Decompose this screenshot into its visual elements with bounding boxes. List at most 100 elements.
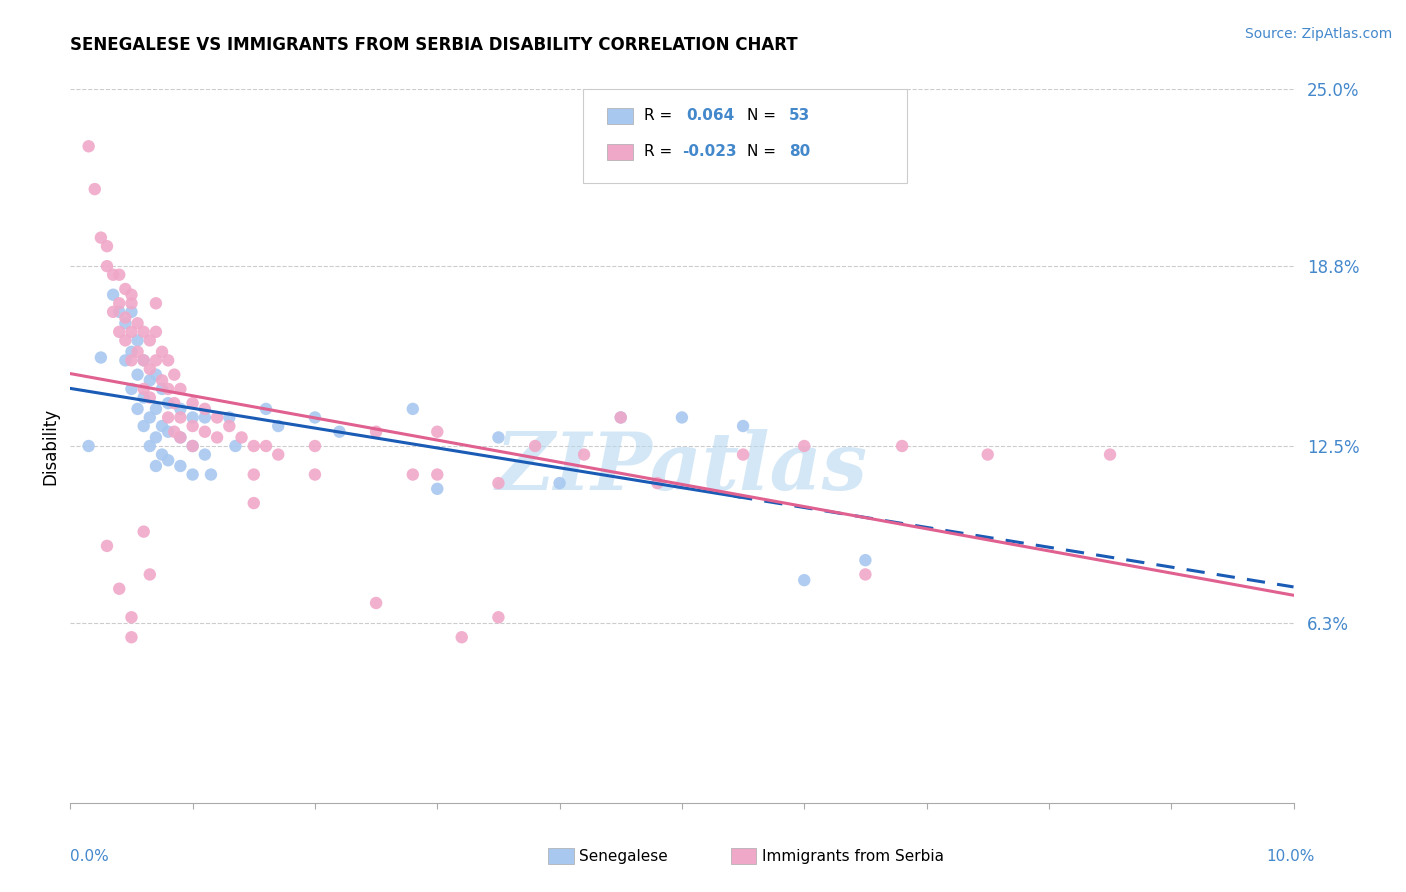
- Point: [150, 448, 173, 462]
- Point: [96, 239, 118, 253]
- Point: [114, 310, 136, 325]
- Point: [101, 287, 124, 301]
- Point: [205, 430, 228, 444]
- Text: 53: 53: [789, 109, 810, 123]
- Point: [157, 353, 180, 368]
- Point: [194, 401, 217, 416]
- Point: [114, 334, 136, 348]
- Point: [181, 467, 204, 482]
- Point: [304, 410, 326, 425]
- Point: [366, 425, 388, 439]
- Point: [121, 296, 143, 310]
- Point: [150, 382, 173, 396]
- Point: [169, 458, 191, 473]
- Point: [150, 419, 173, 434]
- Point: [243, 496, 266, 510]
- Point: [254, 401, 277, 416]
- Point: [366, 596, 388, 610]
- Point: [139, 410, 162, 425]
- Point: [1099, 448, 1122, 462]
- Point: [254, 439, 277, 453]
- Point: [114, 353, 136, 368]
- Point: [139, 334, 162, 348]
- Point: [121, 305, 143, 319]
- Point: [647, 476, 669, 491]
- Point: [139, 373, 162, 387]
- Point: [132, 353, 155, 368]
- Point: [132, 419, 155, 434]
- Point: [121, 382, 143, 396]
- Point: [450, 630, 472, 644]
- Text: Senegalese: Senegalese: [579, 849, 668, 863]
- Point: [402, 401, 425, 416]
- Text: 0.064: 0.064: [686, 109, 734, 123]
- Point: [127, 368, 149, 382]
- Text: ZIPatlas: ZIPatlas: [496, 429, 868, 506]
- Point: [90, 351, 112, 365]
- Point: [157, 410, 180, 425]
- Point: [181, 439, 204, 453]
- Point: [181, 419, 204, 434]
- Point: [127, 316, 149, 330]
- Point: [402, 467, 425, 482]
- Point: [145, 368, 167, 382]
- Text: 10.0%: 10.0%: [1267, 849, 1315, 863]
- Point: [108, 325, 131, 339]
- Point: [132, 382, 155, 396]
- Point: [426, 482, 449, 496]
- Point: [194, 448, 217, 462]
- Point: [139, 567, 162, 582]
- Point: [169, 410, 191, 425]
- Point: [243, 439, 266, 453]
- Point: [169, 382, 191, 396]
- Point: [205, 410, 228, 425]
- Text: -0.023: -0.023: [682, 145, 737, 159]
- Point: [108, 582, 131, 596]
- Point: [96, 259, 118, 273]
- Point: [548, 476, 571, 491]
- Point: [855, 567, 877, 582]
- Point: [121, 353, 143, 368]
- Point: [145, 401, 167, 416]
- Point: [132, 524, 155, 539]
- Point: [101, 305, 124, 319]
- Point: [181, 396, 204, 410]
- Point: [127, 401, 149, 416]
- Point: [121, 610, 143, 624]
- Point: [90, 230, 112, 244]
- Point: [194, 410, 217, 425]
- Point: [793, 573, 815, 587]
- Point: [139, 362, 162, 376]
- Point: [267, 448, 290, 462]
- Point: [157, 396, 180, 410]
- Point: [150, 344, 173, 359]
- Text: Immigrants from Serbia: Immigrants from Serbia: [762, 849, 943, 863]
- Point: [145, 458, 167, 473]
- Point: [488, 610, 510, 624]
- Point: [127, 344, 149, 359]
- Point: [163, 396, 186, 410]
- Point: [524, 439, 547, 453]
- Point: [891, 439, 914, 453]
- Point: [157, 453, 180, 467]
- Point: [132, 325, 155, 339]
- Point: [163, 368, 186, 382]
- Text: R =: R =: [644, 145, 678, 159]
- Text: 80: 80: [789, 145, 810, 159]
- Point: [304, 467, 326, 482]
- Text: N =: N =: [747, 145, 780, 159]
- Point: [121, 344, 143, 359]
- Point: [793, 439, 815, 453]
- Text: SENEGALESE VS IMMIGRANTS FROM SERBIA DISABILITY CORRELATION CHART: SENEGALESE VS IMMIGRANTS FROM SERBIA DIS…: [70, 36, 799, 54]
- Point: [731, 419, 754, 434]
- Point: [163, 425, 186, 439]
- Point: [121, 630, 143, 644]
- Point: [181, 410, 204, 425]
- Point: [181, 439, 204, 453]
- Point: [108, 268, 131, 282]
- Text: Source: ZipAtlas.com: Source: ZipAtlas.com: [1244, 27, 1392, 41]
- Point: [731, 448, 754, 462]
- Point: [83, 182, 105, 196]
- Point: [77, 139, 100, 153]
- Point: [145, 325, 167, 339]
